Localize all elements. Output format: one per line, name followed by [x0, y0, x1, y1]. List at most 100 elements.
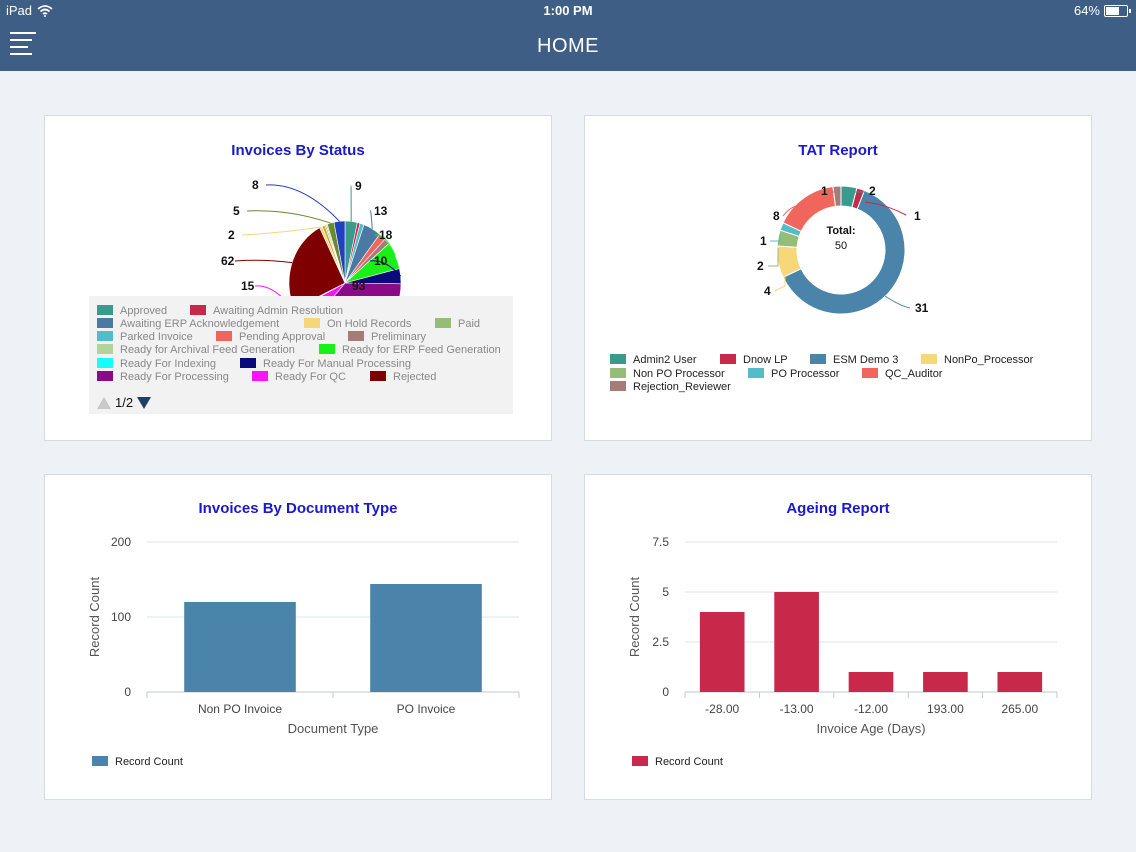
donut-value-label: 2	[757, 259, 764, 273]
donut-leader-line	[782, 205, 808, 217]
chart-title: Invoices By Status	[231, 142, 365, 159]
legend-swatch	[252, 371, 268, 381]
invoices-by-status-card: Invoices By Status 8 9 5 13 2 18 62 10 15 93 Appr…	[44, 115, 552, 441]
legend-item[interactable]: Ready for Archival Feed Generation	[97, 344, 295, 356]
pie-value-label: 8	[252, 178, 259, 192]
legend-label: Ready For QC	[275, 371, 346, 383]
legend-item[interactable]: QC_Auditor	[862, 368, 942, 380]
status-right: 64%	[1074, 3, 1131, 18]
legend-label: Awaiting Admin Resolution	[213, 305, 344, 317]
legend-item[interactable]: Ready for ERP Feed Generation	[319, 344, 501, 356]
legend-next-icon[interactable]	[137, 396, 152, 409]
legend-item[interactable]: Rejection_Reviewer	[610, 381, 731, 393]
donut-leader-line	[884, 295, 911, 309]
y-axis-title: Record Count	[627, 577, 642, 658]
legend-swatch	[610, 368, 626, 378]
legend-label: NonPo_Processor	[944, 354, 1034, 366]
legend-item[interactable]: PO Processor	[748, 368, 839, 380]
legend-item[interactable]: Parked Invoice	[97, 331, 193, 343]
wifi-icon	[37, 4, 53, 17]
status-legend: Approved Awaiting Admin Resolution Awaitin…	[89, 296, 513, 414]
pie-value-label: 9	[355, 179, 362, 193]
y-tick-label: 2.5	[652, 635, 669, 649]
donut-value-label: 1	[760, 234, 767, 248]
legend-swatch	[97, 371, 113, 381]
legend-label: Rejected	[393, 371, 437, 383]
doc-chart-legend: Record Count	[92, 756, 183, 768]
nav-bar: HOME	[0, 22, 1136, 71]
donut-slice	[782, 189, 906, 315]
legend-swatch	[97, 344, 113, 354]
donut-value-label: 4	[764, 284, 771, 298]
legend-item[interactable]: Ready For Processing	[97, 371, 229, 383]
legend-swatch	[216, 331, 232, 341]
legend-item[interactable]: Preliminary	[348, 331, 426, 343]
legend-item[interactable]: Non PO Processor	[610, 368, 725, 380]
y-tick-label: 7.5	[652, 535, 669, 549]
legend-label: Ready for Archival Feed Generation	[120, 344, 295, 356]
ageing-chart-legend: Record Count	[632, 756, 723, 768]
pie-leader-line	[369, 260, 402, 277]
legend-item[interactable]: ESM Demo 3	[810, 354, 898, 366]
y-axis-title: Record Count	[87, 577, 102, 658]
legend-swatch	[97, 358, 113, 368]
chart-title: TAT Report	[798, 142, 878, 159]
legend-item[interactable]: On Hold Records	[304, 318, 411, 330]
legend-label: Paid	[458, 318, 481, 330]
donut-leader-line	[774, 268, 786, 292]
bar	[848, 672, 894, 692]
legend-item[interactable]: Dnow LP	[720, 354, 788, 366]
pie-value-label: 15	[241, 279, 255, 293]
donut-value-label: 2	[869, 184, 876, 198]
donut-total-value: 50	[835, 240, 847, 252]
legend-item[interactable]: Admin2 User	[610, 354, 697, 366]
pie-value-label: 2	[228, 228, 235, 242]
legend-item[interactable]: Ready For Indexing	[97, 358, 216, 370]
device-label: iPad	[6, 3, 33, 18]
legend-item[interactable]: Approved	[97, 305, 167, 317]
ageing-bar-chart: 0 2.5 5 7.5 -28.00 -13.00 -12.00 193.00 265.00 In…	[627, 535, 1058, 736]
chart-title: Ageing Report	[786, 500, 890, 517]
y-tick-label: 0	[662, 685, 669, 699]
legend-swatch	[610, 354, 626, 364]
legend-item[interactable]: Pending Approval	[216, 331, 325, 343]
legend-label: Approved	[120, 305, 168, 317]
legend-item[interactable]: Paid	[435, 318, 480, 330]
legend-label: Awaiting ERP Acknowledgement	[120, 318, 280, 330]
legend-item[interactable]: Ready For QC	[252, 371, 346, 383]
donut-value-label: 1	[914, 209, 921, 223]
legend-label: Dnow LP	[743, 354, 788, 366]
bar	[774, 592, 819, 692]
legend-label: ESM Demo 3	[833, 354, 899, 366]
legend-label: Non PO Processor	[633, 368, 725, 380]
legend-item[interactable]: Rejected	[370, 371, 436, 383]
donut-value-label: 31	[915, 301, 929, 315]
legend-swatch	[810, 354, 826, 364]
bar	[699, 612, 745, 692]
donut-value-label: 8	[773, 209, 780, 223]
donut-leader-line	[770, 234, 781, 242]
legend-swatch	[92, 756, 108, 766]
legend-swatch	[921, 354, 937, 364]
legend-item[interactable]: Ready For Manual Processing	[240, 358, 411, 370]
y-tick-label: 5	[662, 585, 669, 599]
status-bar: iPad 1:00 PM 64%	[0, 0, 1136, 22]
legend-label: Parked Invoice	[120, 331, 193, 343]
legend-item[interactable]: Awaiting ERP Acknowledgement	[97, 318, 279, 330]
pie-value-label: 62	[221, 254, 235, 268]
legend-label: Admin2 User	[633, 354, 697, 366]
ageing-report-card: Ageing Report 0 2.5 5 7.5 -28.00 -13.00 -12.00…	[584, 474, 1092, 800]
legend-item[interactable]: NonPo_Processor	[921, 354, 1033, 366]
invoices-by-doc-type-card: Invoices By Document Type 0 100 200 Non PO …	[44, 474, 552, 800]
pie-leader-line	[374, 234, 396, 256]
hamburger-menu-icon[interactable]	[10, 30, 38, 58]
legend-label: PO Processor	[771, 368, 840, 380]
chart-title: Invoices By Document Type	[198, 500, 398, 517]
legend-item[interactable]: Awaiting Admin Resolution	[190, 305, 343, 317]
legend-swatch	[240, 358, 256, 368]
bar	[184, 602, 296, 692]
legend-swatch	[720, 354, 736, 364]
legend-label: Ready For Manual Processing	[263, 358, 411, 370]
legend-prev-icon[interactable]	[97, 396, 111, 409]
x-tick-label: PO Invoice	[397, 702, 456, 716]
